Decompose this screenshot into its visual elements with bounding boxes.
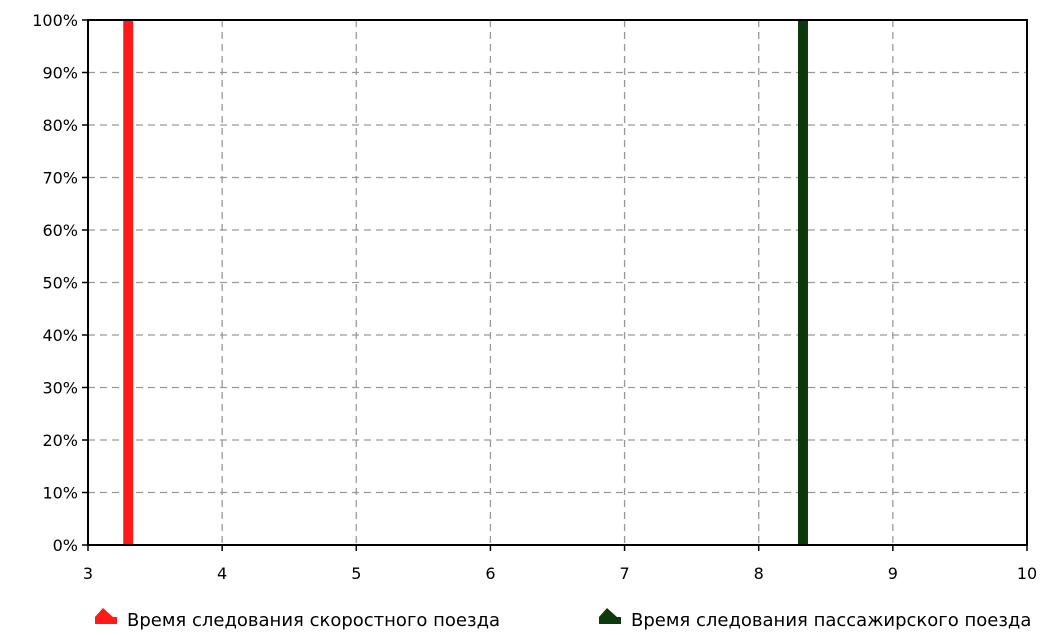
y-tick-label: 20%: [42, 431, 78, 450]
x-tick-label: 7: [619, 564, 629, 583]
legend-item-2: Время следования пассажирского поезда: [599, 608, 1031, 631]
x-tick-label: 9: [888, 564, 898, 583]
legend-item-1: Время следования скоростного поезда: [95, 608, 500, 631]
y-tick-label: 50%: [42, 274, 78, 293]
y-tick-label: 30%: [42, 379, 78, 398]
y-tick-label: 60%: [42, 221, 78, 240]
y-tick-label: 0%: [53, 536, 78, 555]
y-tick-label: 40%: [42, 326, 78, 345]
x-tick-label: 8: [754, 564, 764, 583]
bar-series-1: [123, 20, 134, 545]
legend-swatch-icon: [95, 608, 117, 624]
grid: [88, 20, 1027, 545]
x-tick-label: 5: [351, 564, 361, 583]
y-axis-ticks: 0% 10% 20% 30% 40% 50% 60% 70% 80% 90% 100%: [32, 11, 88, 555]
x-axis-ticks: 3 4 5 6 7 8 9 10: [83, 545, 1037, 583]
x-tick-label: 10: [1017, 564, 1037, 583]
y-tick-label: 80%: [42, 116, 78, 135]
bars: [123, 20, 808, 545]
y-tick-label: 90%: [42, 64, 78, 83]
legend-label: Время следования скоростного поезда: [127, 610, 500, 631]
y-tick-label: 100%: [32, 11, 78, 30]
x-tick-label: 3: [83, 564, 93, 583]
x-tick-label: 4: [217, 564, 227, 583]
x-tick-label: 6: [485, 564, 495, 583]
bar-series-2: [797, 20, 808, 545]
y-tick-label: 70%: [42, 169, 78, 188]
legend: Время следования скоростного поезда Время…: [95, 608, 1031, 631]
legend-label: Время следования пассажирского поезда: [631, 610, 1031, 631]
y-tick-label: 10%: [42, 484, 78, 503]
legend-swatch-icon: [599, 608, 621, 624]
